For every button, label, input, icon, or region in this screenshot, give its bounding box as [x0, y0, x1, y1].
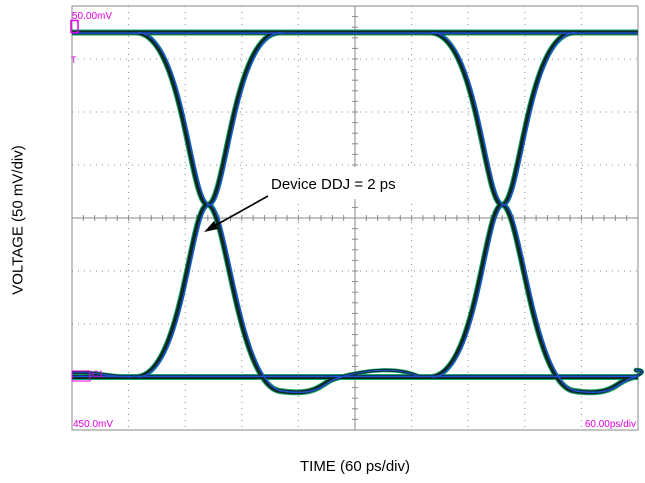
eye-rising-edge-trace — [432, 31, 577, 378]
channel-ground-marker — [71, 370, 91, 382]
screen-label-bottom-right: 60.00ps/div — [585, 419, 636, 430]
y-axis-label: VOLTAGE (50 mV/div) — [9, 145, 27, 295]
eye-falling-edge-trace — [432, 31, 637, 393]
channel-marker-label: C1 — [92, 369, 104, 379]
eye-falling-edge-trace — [137, 31, 342, 393]
x-axis-label: TIME (60 ps/div) — [299, 458, 411, 475]
eye-rising-edge-trace — [137, 31, 282, 378]
scope-markers — [70, 19, 91, 382]
trigger-level-marker — [70, 19, 79, 34]
annotation-arrow — [208, 195, 269, 230]
trigger-marker-label: T — [71, 55, 77, 65]
eye-ringing-trace — [633, 369, 643, 378]
screen-label-bottom-left: 450.0mV — [73, 419, 113, 430]
eye-traces — [71, 29, 644, 396]
eye-ringing-trace — [71, 372, 133, 378]
annotation-box — [264, 167, 459, 199]
annotation-arrowhead — [204, 221, 218, 232]
screen-label-top-left: 50.00mV — [72, 11, 112, 22]
eye-ringing-trace — [339, 369, 421, 378]
annotation-text: Device DDJ = 2 ps — [271, 176, 396, 193]
